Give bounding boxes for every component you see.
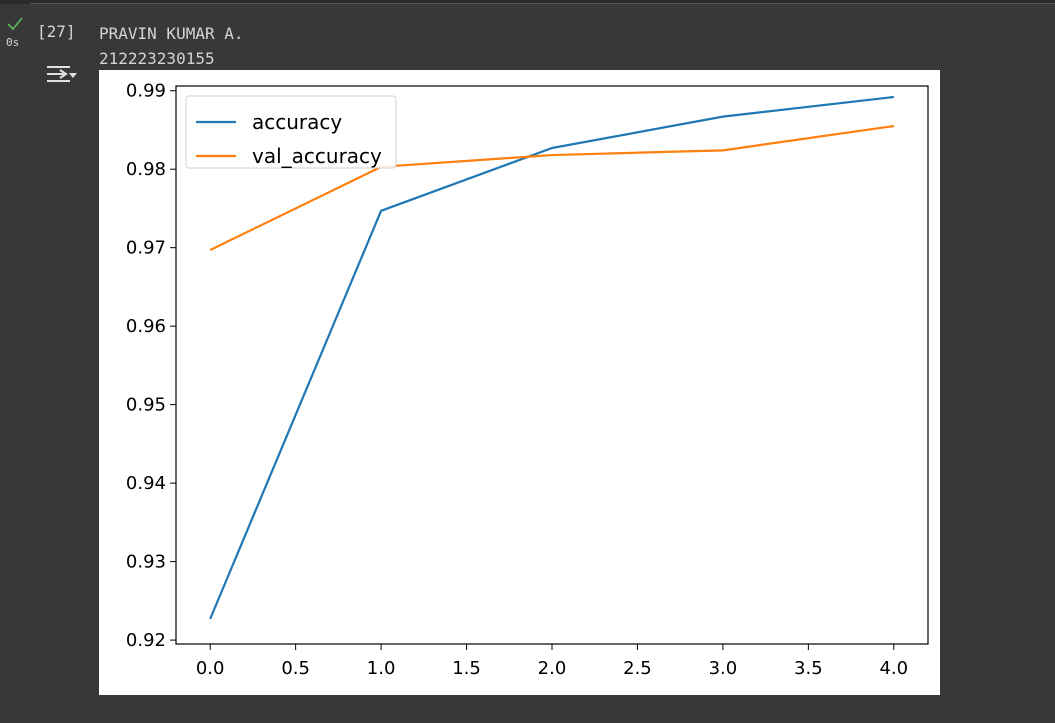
legend-label: val_accuracy [252,144,382,168]
legend-box [185,95,397,169]
x-tick-label: 2.0 [538,658,567,679]
x-tick-label: 3.5 [794,658,823,679]
axes-frame [175,85,929,645]
x-tick-label: 3.0 [709,658,738,679]
y-tick-label: 0.94 [126,473,166,494]
x-tick-label: 4.0 [879,658,908,679]
series-line-val-accuracy [209,124,894,252]
output-line: PRAVIN KUMAR A. [99,24,244,43]
cell-top-border [0,0,1055,4]
output-line: 212223230155 [99,49,215,68]
x-tick-label: 1.0 [367,658,396,679]
y-tick-label: 0.97 [126,238,166,259]
output-actions-button[interactable] [44,63,80,93]
y-tick-label: 0.96 [126,316,166,337]
output-actions-icon [47,66,77,82]
x-tick-label: 0.5 [281,658,310,679]
execution-count: [27] [37,22,76,41]
plot-output: 0.92 0.93 0.94 0.95 0.96 0.97 0.98 0.99 0.0 0.5 1.… [99,70,940,695]
accuracy-line-chart: 0.92 0.93 0.94 0.95 0.96 0.97 0.98 0.99 0.0 0.5 1.… [126,81,929,679]
y-tick-label: 0.99 [126,81,166,102]
y-tick-label: 0.93 [126,552,166,573]
y-tick-label: 0.92 [126,630,166,651]
series-line-accuracy [209,95,894,620]
y-tick-label: 0.95 [126,395,166,416]
check-icon [7,17,23,31]
run-time: 0s [6,36,20,49]
cell-output-text: PRAVIN KUMAR A. 212223230155 [99,21,244,71]
cell-status: 0s [4,16,28,56]
x-tick-label: 0.0 [196,658,225,679]
legend-label: accuracy [252,110,342,134]
y-tick-label: 0.98 [126,159,166,180]
x-tick-label: 1.5 [452,658,481,679]
x-tick-label: 2.5 [623,658,652,679]
